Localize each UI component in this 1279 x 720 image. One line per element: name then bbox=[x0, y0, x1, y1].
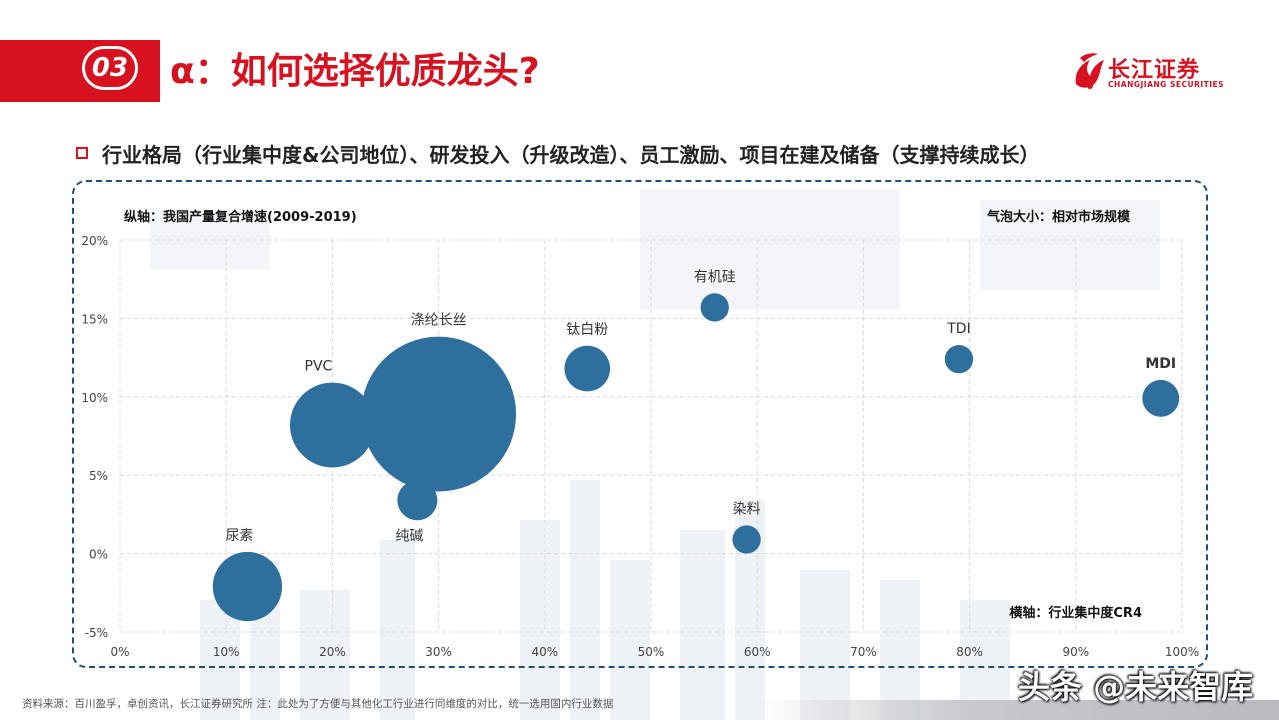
x-tick-label: 40% bbox=[531, 645, 558, 659]
source-note: 资料来源：百川盈孚，卓创资讯，长江证券研究所 注：此处为了方便与其他化工行业进行… bbox=[22, 698, 614, 710]
bubble-label: 染料 bbox=[733, 501, 761, 517]
bubble bbox=[397, 480, 438, 521]
bubble-label: 纯碱 bbox=[395, 528, 423, 544]
bubble bbox=[700, 293, 729, 322]
phoenix-logo-icon bbox=[1075, 53, 1104, 89]
watermark: 头条 @未来智库 bbox=[1018, 668, 1254, 706]
x-tick-label: 30% bbox=[425, 645, 452, 659]
bubbles bbox=[212, 293, 1180, 622]
bubble-size-label: 气泡大小：相对市场规模 bbox=[987, 209, 1131, 225]
subtitle-row: 行业格局（行业集中度&公司地位）、研发投入（升级改造）、员工激励、项目在建及储备… bbox=[76, 138, 1039, 168]
x-tick-label: 50% bbox=[638, 645, 665, 659]
y-tick-label: -5% bbox=[85, 626, 108, 640]
x-tick-label: 90% bbox=[1062, 645, 1089, 659]
axis-ticks: 0% 10% 20% 30% 40% 50% 60% 70% 80% 90% 100% 20% 15% 1… bbox=[81, 234, 1199, 659]
subtitle-text: 行业格局（行业集中度&公司地位）、研发投入（升级改造）、员工激励、项目在建及储备… bbox=[102, 142, 1040, 167]
bubble-label: 尿素 bbox=[225, 528, 253, 544]
bottom-decor-band bbox=[760, 700, 1279, 720]
y-tick-label: 10% bbox=[81, 391, 108, 405]
x-tick-label: 60% bbox=[744, 645, 771, 659]
bullet-square-icon bbox=[76, 147, 88, 159]
logo-english-name: CHANGJIANG SECURITIES bbox=[1108, 80, 1225, 89]
x-tick-label: 10% bbox=[213, 645, 240, 659]
bubble-label: 涤纶长丝 bbox=[411, 313, 467, 329]
bubble bbox=[944, 345, 974, 374]
x-tick-label: 20% bbox=[319, 645, 346, 659]
section-number: 03 bbox=[82, 46, 138, 90]
bubble-label: 有机硅 bbox=[694, 269, 736, 285]
bubble bbox=[564, 345, 611, 392]
x-tick-label: 0% bbox=[110, 645, 129, 659]
bubble bbox=[289, 382, 375, 468]
logo-chinese-name: 长江证券 bbox=[1108, 57, 1201, 83]
bubble-label: TDI bbox=[946, 321, 970, 337]
y-axis-label: 纵轴：我国产量复合增速(2009-2019) bbox=[124, 209, 357, 225]
y-tick-label: 20% bbox=[81, 234, 108, 248]
x-tick-label: 80% bbox=[956, 645, 983, 659]
chart-frame bbox=[72, 180, 1208, 668]
bubble bbox=[1142, 379, 1180, 417]
y-tick-label: 5% bbox=[89, 469, 108, 483]
page-title: α：如何选择优质龙头? bbox=[170, 51, 540, 92]
y-tick-label: 15% bbox=[81, 312, 108, 326]
bubble-label: MDI bbox=[1145, 356, 1176, 372]
bubble bbox=[732, 525, 761, 554]
bubble-label: PVC bbox=[305, 359, 333, 375]
y-tick-label: 0% bbox=[89, 548, 108, 562]
x-axis-label: 横轴：行业集中度CR4 bbox=[1009, 605, 1142, 621]
x-tick-label: 100% bbox=[1165, 645, 1199, 659]
bubble bbox=[361, 336, 517, 492]
company-logo: 长江证券 CHANGJIANG SECURITIES bbox=[1070, 50, 1230, 94]
bubble bbox=[212, 551, 283, 622]
bubble-label: 钛白粉 bbox=[566, 322, 608, 338]
x-tick-label: 70% bbox=[850, 645, 877, 659]
